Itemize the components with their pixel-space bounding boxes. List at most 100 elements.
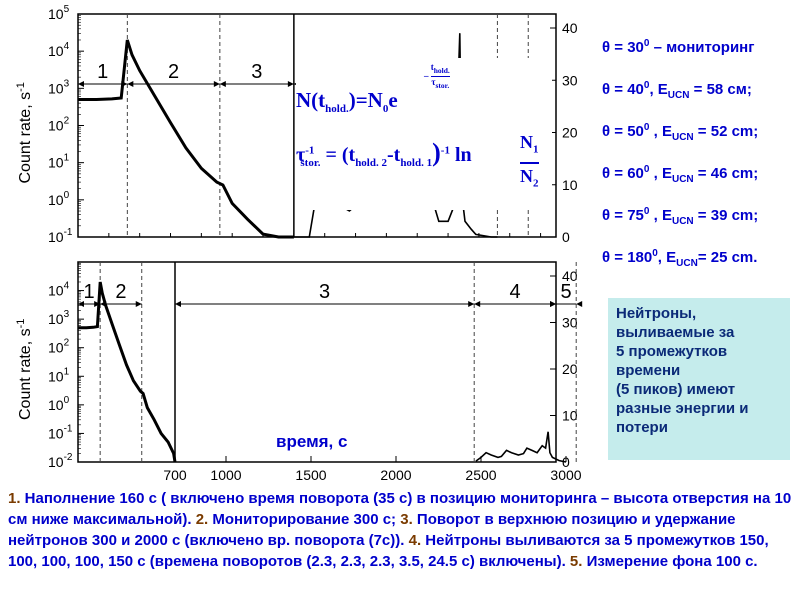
y-left-tick-label: 10-1 (48, 423, 73, 441)
tick-exponent: 1 (64, 366, 70, 377)
step-text: Поворот в верхнюю позицию и удержание не… (8, 511, 736, 549)
y-right-tick-label: 20 (562, 361, 578, 377)
y-left-tick-label: 102 (48, 116, 70, 134)
note-line: Нейтроны, (616, 305, 697, 322)
count-ratio-fraction: N1 N2 (520, 130, 539, 195)
phase-arrow-head (219, 81, 226, 87)
angle-energy-item: θ = 300 – мониторинг (602, 38, 755, 56)
phase-arrow-head (468, 301, 475, 307)
angle-energy-list: θ = 300 – мониторинг θ = 400, EUCN = 58 с… (602, 38, 798, 290)
y-right-tick-label: 40 (562, 20, 578, 36)
step-number: 3. (396, 511, 413, 528)
x-tick-label: 1000 (210, 467, 241, 483)
y-right-tick-label: 20 (562, 125, 578, 141)
phase-label: 5 (561, 281, 572, 303)
y-right-tick-label: 10 (562, 408, 578, 424)
y-left-tick-label: 100 (48, 395, 70, 413)
phase-label: 1 (97, 61, 108, 83)
y-left-tick-label: 10-1 (48, 227, 73, 245)
peak-series (475, 431, 567, 463)
x-tick-label: 2500 (465, 467, 496, 483)
step-text: Мониторирование 300 с; (208, 511, 397, 528)
y-axis-label: Count rate, s-1 (15, 319, 34, 420)
x-tick-label: 700 (163, 467, 187, 483)
y-axis-label: Count rate, s-1 (15, 82, 34, 183)
tick-exponent: 4 (64, 281, 70, 292)
note-line: (5 пиков) имеют (616, 381, 736, 398)
angle-energy-item: θ = 600 , EUCN = 46 cm; (602, 164, 759, 185)
step-text: Нейтроны выливаются за 5 промежутков 150… (8, 532, 769, 570)
tick-exponent: 4 (64, 41, 70, 52)
phase-arrow-head (127, 81, 134, 87)
step-number: 5. (565, 553, 583, 570)
phase-arrow-head (94, 301, 101, 307)
y-axis-label-superscript: -1 (15, 82, 27, 92)
phase-label: 3 (319, 281, 330, 303)
y-right-tick-label: 0 (562, 229, 570, 245)
step-number: 1. (8, 490, 21, 507)
phase-label: 1 (84, 281, 95, 303)
tick-exponent: 5 (64, 4, 70, 15)
note-line: разные энергии и (616, 400, 749, 417)
tick-exponent: 2 (64, 338, 70, 349)
tick-exponent: 2 (64, 116, 70, 127)
phase-label: 4 (510, 281, 521, 303)
experiment-caption: 1. Наполнение 160 с ( включено время пов… (8, 488, 794, 572)
storage-time-formula: N(thold.)=N0e – thold. τstor. τ-1stor. =… (296, 58, 552, 210)
phase-arrow-head (213, 81, 220, 87)
phase-label: 2 (168, 61, 179, 83)
x-tick-label: 3000 (550, 467, 581, 483)
note-line: 5 промежутков (616, 343, 728, 360)
y-left-tick-label: 104 (48, 41, 70, 59)
tick-exponent: 0 (64, 190, 70, 201)
tick-exponent: -1 (64, 227, 73, 238)
y-left-tick-label: 105 (48, 4, 70, 22)
phase-label: 3 (251, 61, 262, 83)
y-left-tick-label: 103 (48, 309, 70, 327)
tick-exponent: 1 (64, 153, 70, 164)
tick-exponent: 0 (64, 395, 70, 406)
y-left-tick-label: 102 (48, 338, 70, 356)
phase-arrow-head (576, 301, 583, 307)
storage-time-expression: τ-1stor. = (thold. 2-thold. 1)-1 ln (296, 138, 472, 169)
y-right-tick-label: 30 (562, 72, 578, 88)
phase-arrow-head (175, 301, 181, 307)
angle-energy-item: θ = 500 , EUCN = 52 cm; (602, 122, 759, 143)
phase-arrow-head (78, 301, 84, 307)
y-right-tick-label: 40 (562, 268, 578, 284)
step-text: Измерение фона 100 с. (582, 553, 758, 570)
plot-frame (77, 261, 557, 463)
x-axis-label: время, с (276, 432, 348, 451)
angle-energy-item: θ = 400, EUCN = 58 см; (602, 80, 752, 101)
y-left-tick-label: 100 (48, 190, 70, 208)
y-right-tick-label: 10 (562, 177, 578, 193)
count-rate-series (78, 39, 294, 239)
x-tick-label: 2000 (380, 467, 411, 483)
decay-law-formula: N(thold.)=N0e (296, 88, 398, 116)
phase-label: 2 (115, 281, 126, 303)
step-text: Наполнение 160 с ( включено время поворо… (8, 490, 792, 528)
y-left-tick-label: 103 (48, 78, 70, 96)
x-tick-label: 1500 (295, 467, 326, 483)
y-left-tick-label: 10-2 (48, 452, 73, 470)
count-rate-series (78, 281, 177, 463)
y-right-tick-label: 30 (562, 315, 578, 331)
neutron-peaks-note: Нейтроны, выливаемые за 5 промежутков вр… (608, 298, 790, 460)
tick-exponent: 3 (64, 309, 70, 320)
phase-arrow-head (287, 81, 294, 87)
tick-exponent: -1 (64, 423, 73, 434)
phase-arrow-head (78, 81, 84, 87)
tick-exponent: 3 (64, 78, 70, 89)
y-axis-label-superscript: -1 (15, 319, 27, 329)
angle-energy-item: θ = 1800, EUCN= 25 cm. (602, 248, 758, 269)
decay-exponent: – thold. τstor. (424, 62, 450, 90)
note-line: времени (616, 362, 681, 379)
note-line: потери (616, 419, 668, 436)
y-left-tick-label: 101 (48, 153, 70, 171)
note-line: выливаемые за (616, 324, 735, 341)
phase-arrow-head (135, 301, 142, 307)
angle-energy-item: θ = 750 , EUCN = 39 cm; (602, 206, 759, 227)
phase-arrow-head (474, 301, 481, 307)
phase-arrow-head (550, 301, 556, 307)
